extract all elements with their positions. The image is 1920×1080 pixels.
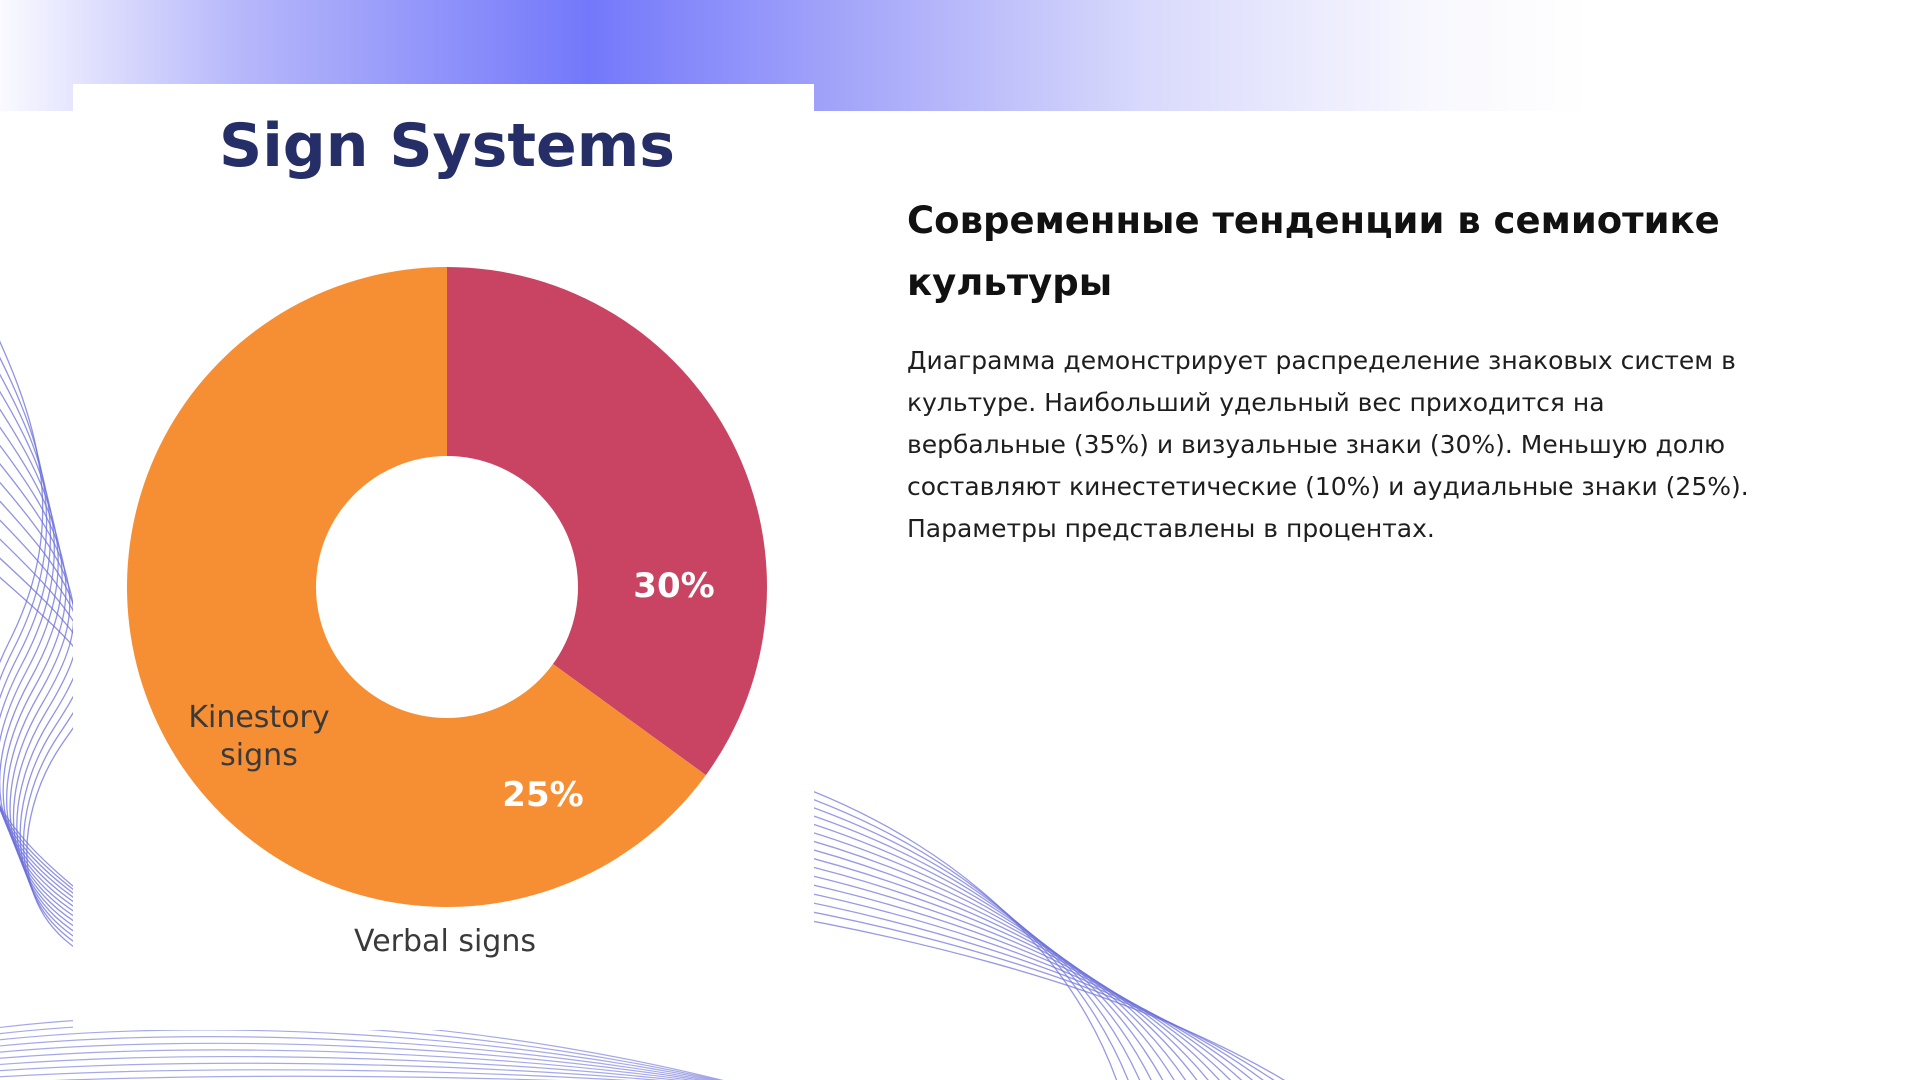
slice-label-kinestory-signs: signs [220, 738, 298, 773]
chart-card: Sign Systems 30% 25% Kinestory signs Ver… [73, 84, 814, 1030]
bottom-left-wave-line [0, 1056, 681, 1080]
left-wave-line [0, 426, 116, 931]
left-wave-line [0, 390, 106, 919]
slide-heading: Современные тенденции в семиотике культу… [907, 199, 1720, 304]
donut-hole [316, 456, 578, 718]
text-area: Современные тенденции в семиотике культу… [907, 190, 1757, 550]
slice-label-25-percent: 25% [502, 775, 583, 815]
left-wave-line [0, 444, 121, 937]
slide-body-text: Диаграмма демонстрирует распределение зн… [907, 346, 1749, 543]
bottom-left-wave-line [0, 1036, 711, 1080]
left-wave-line [0, 557, 151, 973]
left-wave-line [0, 408, 111, 925]
left-wave-line [0, 519, 141, 961]
bottom-left-wave-line [0, 1029, 716, 1080]
bottom-wave-lines [0, 739, 1286, 1080]
left-wave-line [0, 481, 131, 949]
left-wave-line [0, 538, 146, 967]
donut-slice-0 [447, 267, 767, 776]
bottom-left-wave-line [0, 1069, 629, 1080]
chart-title: Sign Systems [219, 111, 675, 181]
slice-label-verbal-signs: Verbal signs [354, 924, 536, 959]
left-wave-line [0, 500, 136, 955]
left-wave-line [0, 463, 126, 943]
bottom-left-wave-line [0, 1042, 704, 1080]
left-wave-line [0, 340, 91, 901]
slice-label-kinestory: Kinestory [188, 700, 329, 735]
left-wave-lines [0, 340, 156, 979]
bottom-left-wave-line [0, 1049, 694, 1080]
donut-chart: Sign Systems 30% 25% Kinestory signs Ver… [126, 111, 767, 959]
slice-label-30-percent: 30% [633, 566, 714, 606]
left-wave-line [0, 356, 96, 907]
bottom-left-wave-line [0, 1062, 662, 1080]
